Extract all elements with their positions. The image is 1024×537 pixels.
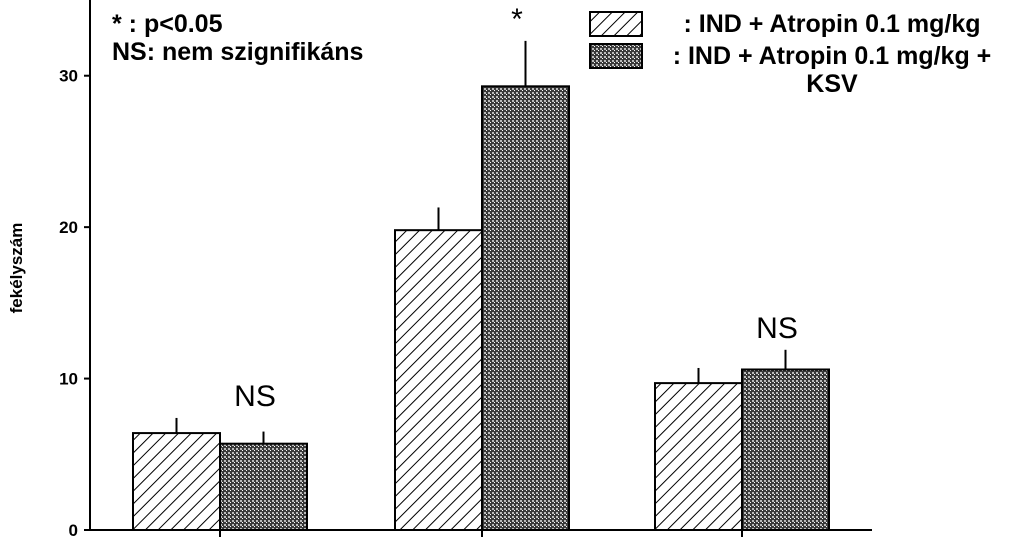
bar: [394, 229, 483, 532]
bar: [741, 368, 830, 531]
note: NS: nem szignifikáns: [112, 38, 364, 66]
annotation: NS: [756, 312, 798, 345]
y-tick-label: 0: [69, 521, 78, 537]
note: * : p<0.05: [112, 10, 223, 38]
bar: [132, 432, 221, 532]
y-axis-label: fekélyszám: [7, 223, 26, 314]
y-tick-label: 30: [59, 67, 78, 86]
annotation: NS: [234, 380, 276, 413]
annotation: *: [511, 3, 523, 36]
legend-label: : IND + Atropin 0.1 mg/kg + KSV: [672, 42, 992, 98]
bar: [481, 85, 570, 531]
y-tick-label: 10: [59, 370, 78, 389]
legend-swatch: [589, 11, 643, 37]
legend-label: : IND + Atropin 0.1 mg/kg: [683, 10, 981, 38]
bar: [219, 442, 308, 531]
legend-swatch: [589, 43, 643, 69]
y-tick-label: 20: [59, 218, 78, 237]
bar: [654, 382, 743, 531]
